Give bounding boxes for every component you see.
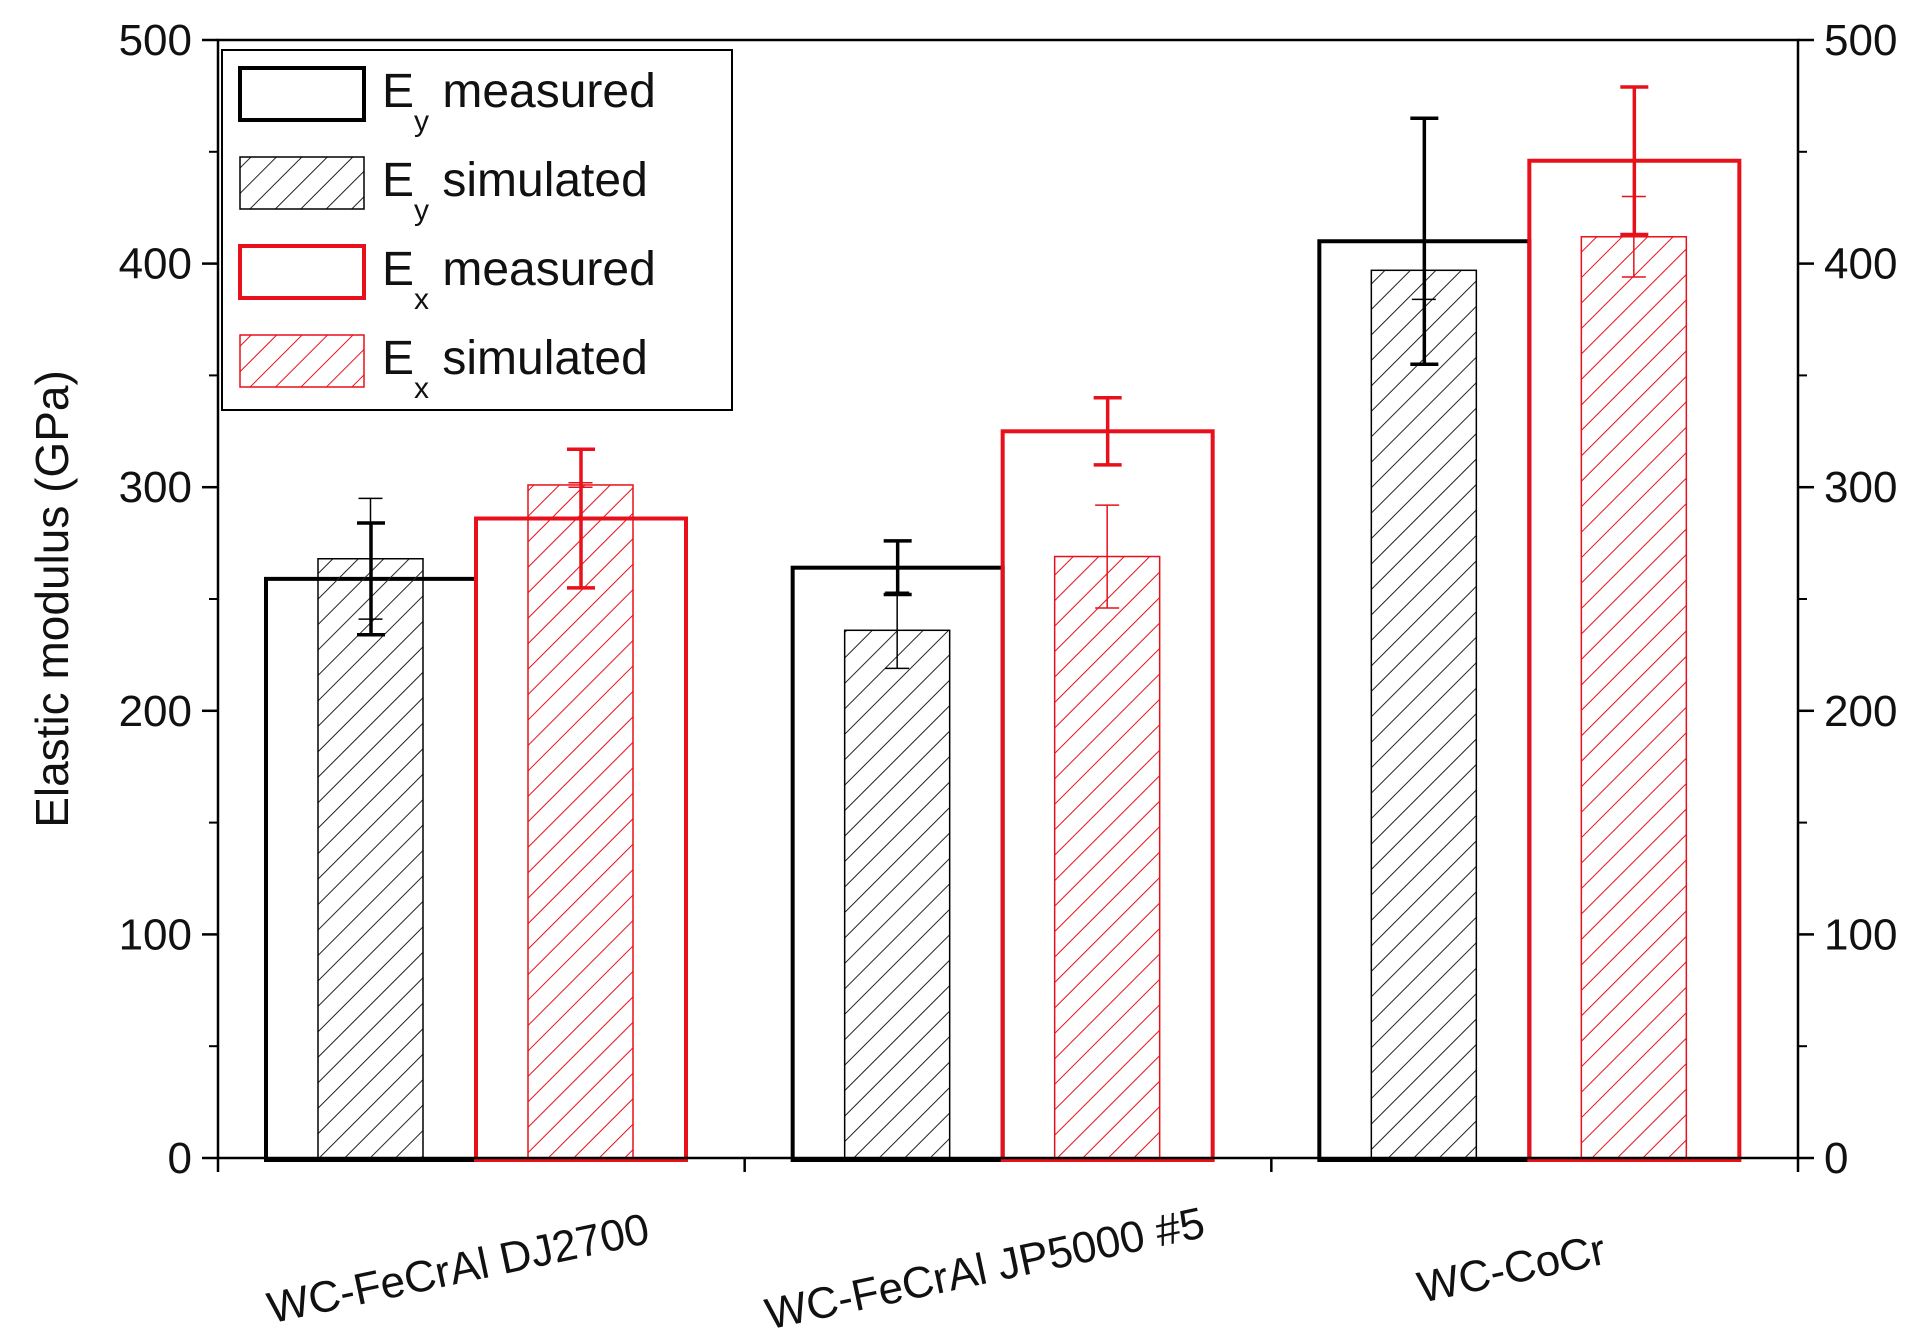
y-tick-label-right: 500 xyxy=(1824,16,1897,65)
y-tick-label-left: 100 xyxy=(119,910,192,959)
error-bar-4-1 xyxy=(568,481,593,488)
error-bar-2-1 xyxy=(358,497,383,620)
bar-2-3 xyxy=(1370,269,1478,1159)
category-label: WC-CoCr xyxy=(1413,1225,1610,1313)
y-tick-label-left: 200 xyxy=(119,687,192,736)
y-tick-label-left: 300 xyxy=(119,463,192,512)
y-tick-label-left: 500 xyxy=(119,16,192,65)
error-bar-4-2 xyxy=(1095,504,1120,609)
error-bar-4-3 xyxy=(1621,195,1646,278)
error-bar-2-2 xyxy=(885,591,910,670)
legend-label: Ey measured xyxy=(382,65,656,138)
legend-label: Ey simulated xyxy=(382,154,648,227)
y-tick-label-right: 0 xyxy=(1824,1134,1848,1183)
legend-swatch xyxy=(239,334,365,388)
legend-swatch xyxy=(239,156,365,210)
error-bar-3-1 xyxy=(567,447,595,590)
error-bar-2-3 xyxy=(1411,240,1436,301)
y-tick-label-left: 400 xyxy=(119,240,192,289)
legend-label: Ex simulated xyxy=(382,332,648,405)
bar-2-1 xyxy=(317,558,424,1159)
legend: Ey measured Ey simulated Ex measured Ex sim… xyxy=(221,49,733,411)
bars-layer xyxy=(264,158,1742,1163)
axis-ticks: 0 0 100 100 200 200 300 300 400 400 500 500 xyxy=(119,16,1898,1183)
legend-label: Ex measured xyxy=(382,243,656,316)
legend-swatch xyxy=(238,244,366,300)
y-tick-label-right: 200 xyxy=(1824,687,1897,736)
error-bar-3-2 xyxy=(1093,396,1122,467)
y-tick-label-right: 300 xyxy=(1824,463,1897,512)
bar-4-3 xyxy=(1580,236,1688,1159)
legend-swatch xyxy=(238,66,366,122)
bar-2-2 xyxy=(843,629,951,1159)
error-bars-layer xyxy=(357,85,1649,670)
y-axis-title: Elastic modulus (GPa) xyxy=(26,370,78,828)
bar-4-2 xyxy=(1053,555,1161,1159)
y-tick-label-right: 100 xyxy=(1824,910,1897,959)
category-labels: WC-FeCrAl DJ2700 WC-FeCrAl JP5000 #5 WC-Co… xyxy=(263,1198,1610,1339)
category-label: WC-FeCrAl DJ2700 xyxy=(263,1204,653,1333)
category-label: WC-FeCrAl JP5000 #5 xyxy=(761,1198,1209,1339)
y-tick-label-left: 0 xyxy=(168,1134,192,1183)
y-tick-label-right: 400 xyxy=(1824,240,1897,289)
